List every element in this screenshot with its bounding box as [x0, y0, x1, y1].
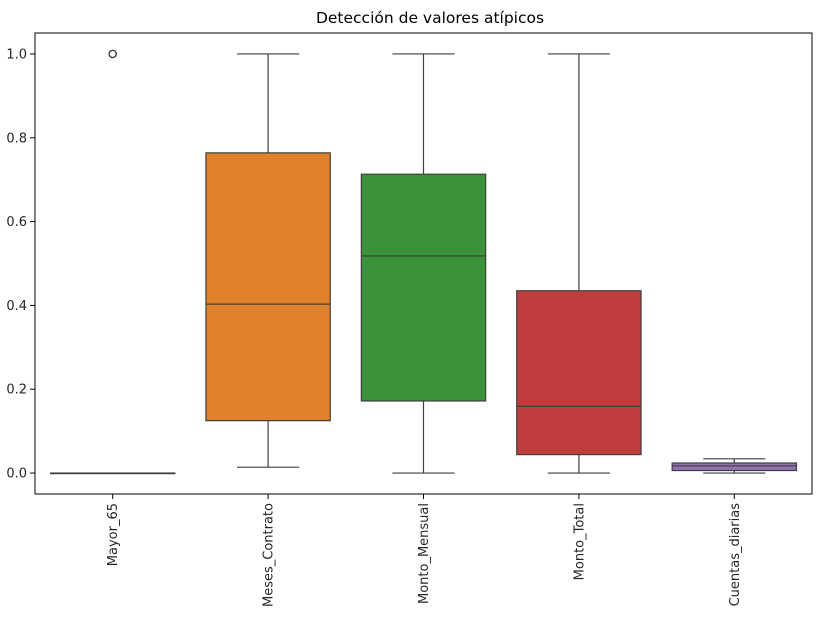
box-iqr	[671, 462, 798, 472]
box-monto-total	[516, 53, 642, 474]
box-cuentas-diarias	[671, 458, 798, 474]
chart-title: Detección de valores atípicos	[316, 9, 544, 27]
x-tick-label: Monto_Mensual	[417, 503, 432, 604]
box-meses-contrato	[205, 53, 331, 468]
box-mayor-65	[49, 49, 176, 475]
box-monto-mensual	[360, 53, 487, 474]
axes: 0.0 0.2 0.4 0.6 0.8 1.0 Mayor_65 Meses_Contrato…	[6, 47, 742, 607]
x-tick-label: Cuentas_diarias	[728, 503, 743, 607]
x-tick-label: Meses_Contrato	[262, 503, 277, 607]
y-tick-label: 0.0	[6, 467, 27, 482]
x-tick-label: Monto_Total	[572, 503, 587, 580]
x-tick-label: Mayor_65	[106, 503, 121, 566]
y-tick-label: 0.4	[6, 299, 27, 314]
box-iqr	[516, 290, 642, 456]
plot-area	[49, 49, 798, 475]
y-tick-label: 0.6	[6, 215, 27, 230]
box-iqr	[205, 152, 331, 422]
box-iqr	[360, 173, 487, 402]
y-tick-label: 0.2	[6, 383, 27, 398]
y-tick-label: 0.8	[6, 131, 27, 146]
y-tick-label: 1.0	[6, 47, 27, 62]
outlier-point	[108, 49, 117, 59]
